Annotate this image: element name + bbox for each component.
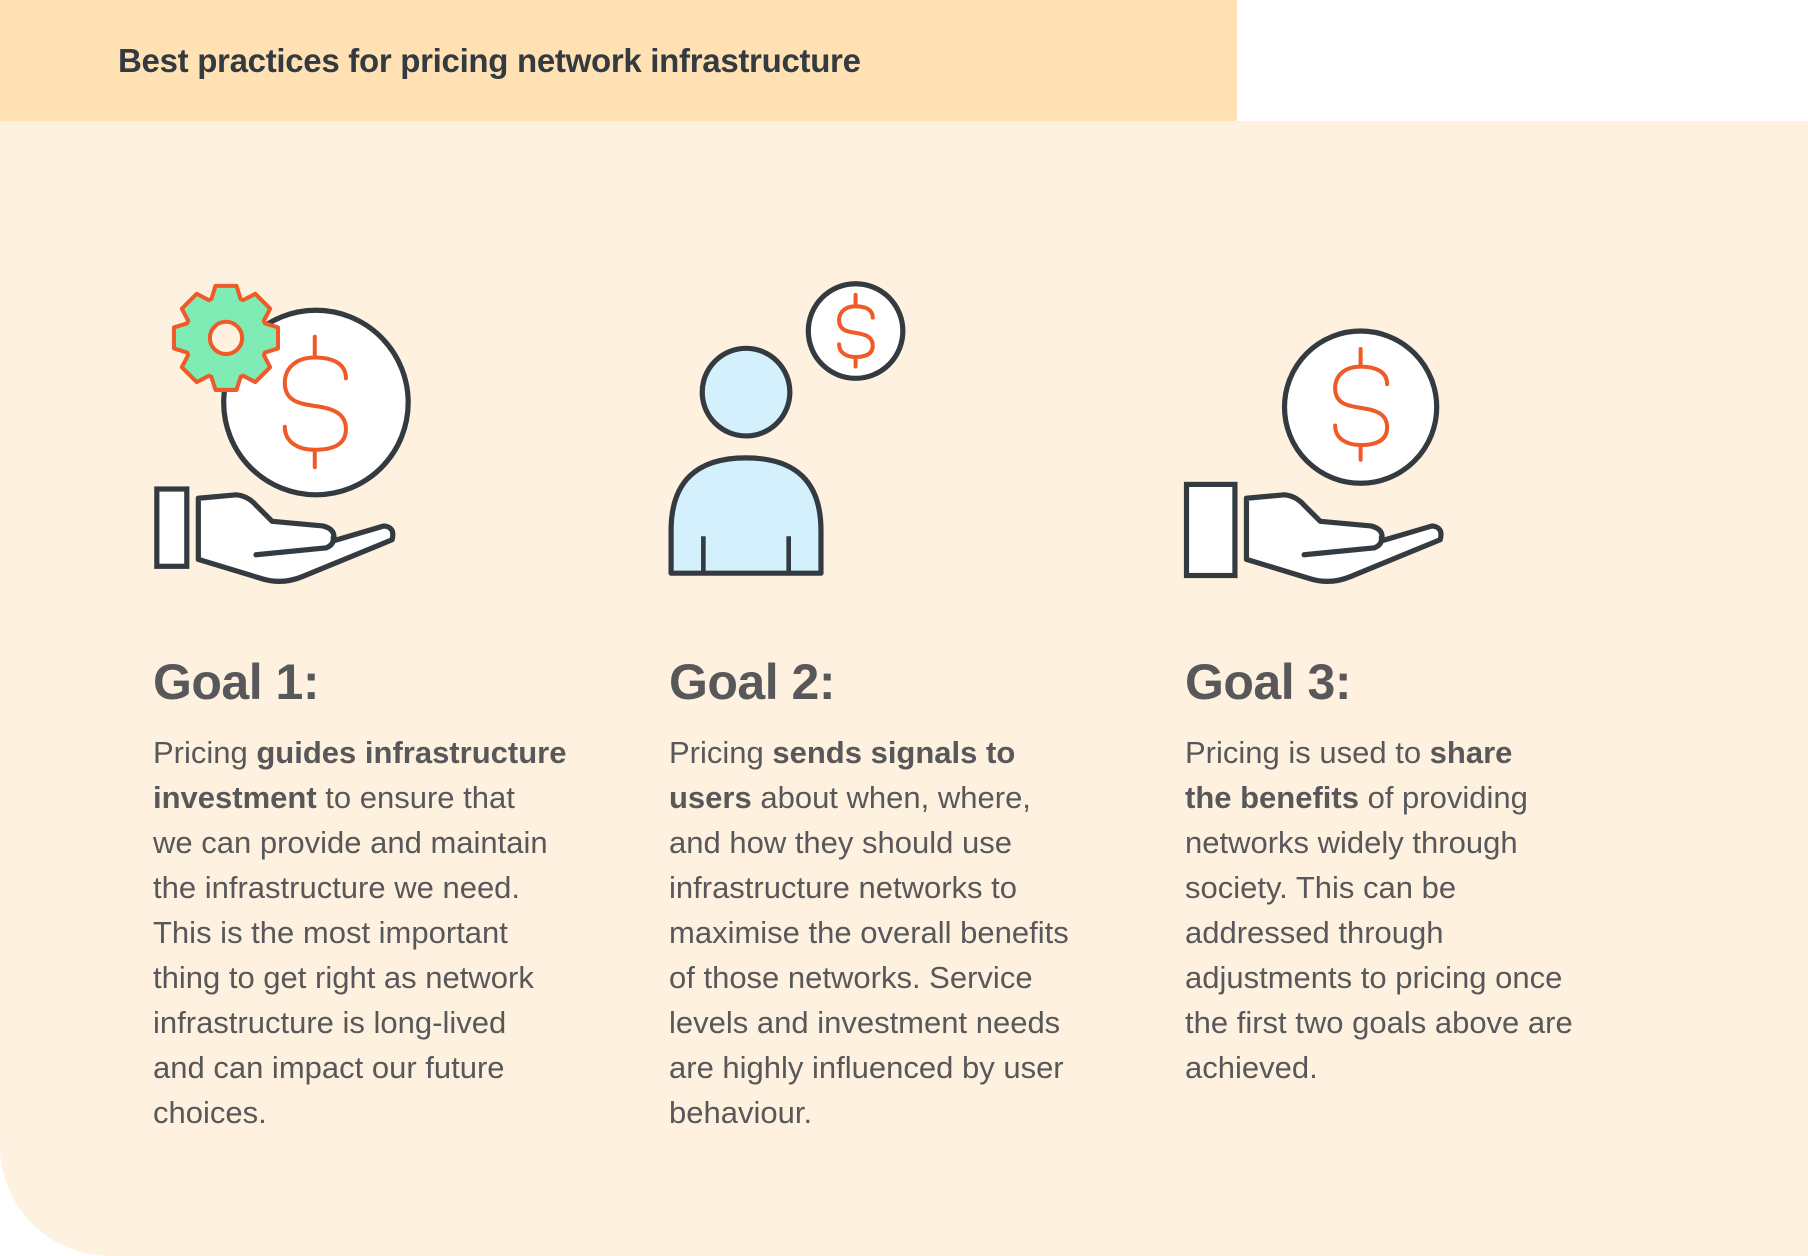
text-line: levels and investment needs: [669, 1000, 1169, 1045]
goal-1: Goal 1: Pricing guides infrastructure inv…: [153, 652, 653, 1135]
page-title: Best practices for pricing network infra…: [118, 42, 861, 79]
text-line: investment to ensure that: [153, 775, 653, 820]
text-line: Pricing is used to share: [1185, 730, 1685, 775]
text: of those networks. Service: [669, 960, 1033, 995]
text-line: addressed through: [1185, 910, 1685, 955]
text-line: networks widely through: [1185, 820, 1685, 865]
text: achieved.: [1185, 1050, 1318, 1085]
header-banner: Best practices for pricing network infra…: [0, 0, 1237, 121]
text: maximise the overall benefits: [669, 915, 1069, 950]
text-line: Pricing sends signals to: [669, 730, 1169, 775]
text: to ensure that: [316, 780, 515, 815]
text: infrastructure is long-lived: [153, 1005, 507, 1040]
goal-3: Goal 3: Pricing is used to share the bene…: [1185, 652, 1685, 1090]
text-line: users about when, where,: [669, 775, 1169, 820]
text: and how they should use: [669, 825, 1012, 860]
text-line: achieved.: [1185, 1045, 1685, 1090]
text: infrastructure networks to: [669, 870, 1018, 905]
text: networks widely through: [1185, 825, 1518, 860]
text: and can impact our future: [153, 1050, 505, 1085]
text-line: infrastructure networks to: [669, 865, 1169, 910]
text: thing to get right as network: [153, 960, 534, 995]
bold-text: sends signals to: [772, 735, 1016, 770]
text: we can provide and maintain: [153, 825, 548, 860]
text: Pricing is used to: [1185, 735, 1430, 770]
hand-holding-coin-icon: [1183, 328, 1444, 584]
bold-text: the benefits: [1185, 780, 1359, 815]
text: behaviour.: [669, 1095, 813, 1130]
coin-icon: [221, 307, 411, 498]
text-line: the infrastructure we need.: [153, 865, 653, 910]
text-line: Pricing guides infrastructure: [153, 730, 653, 775]
goal-2: Goal 2: Pricing sends signals to users ab…: [669, 652, 1169, 1135]
text-line: This is the most important: [153, 910, 653, 955]
text-line: choices.: [153, 1090, 653, 1135]
dollar-sign-icon: [282, 334, 348, 470]
text: choices.: [153, 1095, 267, 1130]
text-line: the first two goals above are: [1185, 1000, 1685, 1045]
goal-description: Pricing sends signals to users about when…: [669, 730, 1169, 1135]
person-with-coin-icon: [668, 281, 906, 576]
text: levels and investment needs: [669, 1005, 1061, 1040]
goal-description: Pricing is used to share the benefits of …: [1185, 730, 1685, 1090]
text-line: and can impact our future: [153, 1045, 653, 1090]
person-head: [699, 345, 793, 439]
text: addressed through: [1185, 915, 1444, 950]
hand-holding-coin-with-gear-icon: [154, 283, 411, 584]
gear-hole: [207, 319, 245, 357]
text-line: are highly influenced by user: [669, 1045, 1169, 1090]
person-body: [668, 455, 824, 576]
goal-description: Pricing guides infrastructure investment …: [153, 730, 653, 1135]
text-line: thing to get right as network: [153, 955, 653, 1000]
text: This is the most important: [153, 915, 508, 950]
text-line: maximise the overall benefits: [669, 910, 1169, 955]
text-line: we can provide and maintain: [153, 820, 653, 865]
text-line: and how they should use: [669, 820, 1169, 865]
bold-text: investment: [153, 780, 317, 815]
goal-heading: Goal 3:: [1185, 654, 1351, 710]
text: Pricing: [153, 735, 257, 770]
text: about when, where,: [751, 780, 1031, 815]
text-line: behaviour.: [669, 1090, 1169, 1135]
dollar-sign-icon: [837, 292, 875, 369]
text: the first two goals above are: [1185, 1005, 1573, 1040]
hand-icon: [154, 486, 396, 584]
text-line: adjustments to pricing once: [1185, 955, 1685, 1000]
text-line: the benefits of providing: [1185, 775, 1685, 820]
text: society. This can be: [1185, 870, 1457, 905]
bold-text: users: [669, 780, 752, 815]
text: adjustments to pricing once: [1185, 960, 1563, 995]
bold-text: guides infrastructure: [256, 735, 567, 770]
bold-text: share: [1429, 735, 1513, 770]
goal-heading: Goal 1:: [153, 654, 319, 710]
text: Pricing: [669, 735, 773, 770]
goal-heading: Goal 2:: [669, 654, 835, 710]
text: of providing: [1358, 780, 1528, 815]
text-line: of those networks. Service: [669, 955, 1169, 1000]
text: are highly influenced by user: [669, 1050, 1064, 1085]
dollar-sign-icon: [1333, 346, 1390, 462]
text-line: infrastructure is long-lived: [153, 1000, 653, 1045]
text-line: society. This can be: [1185, 865, 1685, 910]
hand-icon: [1183, 481, 1444, 584]
text: the infrastructure we need.: [153, 870, 521, 905]
